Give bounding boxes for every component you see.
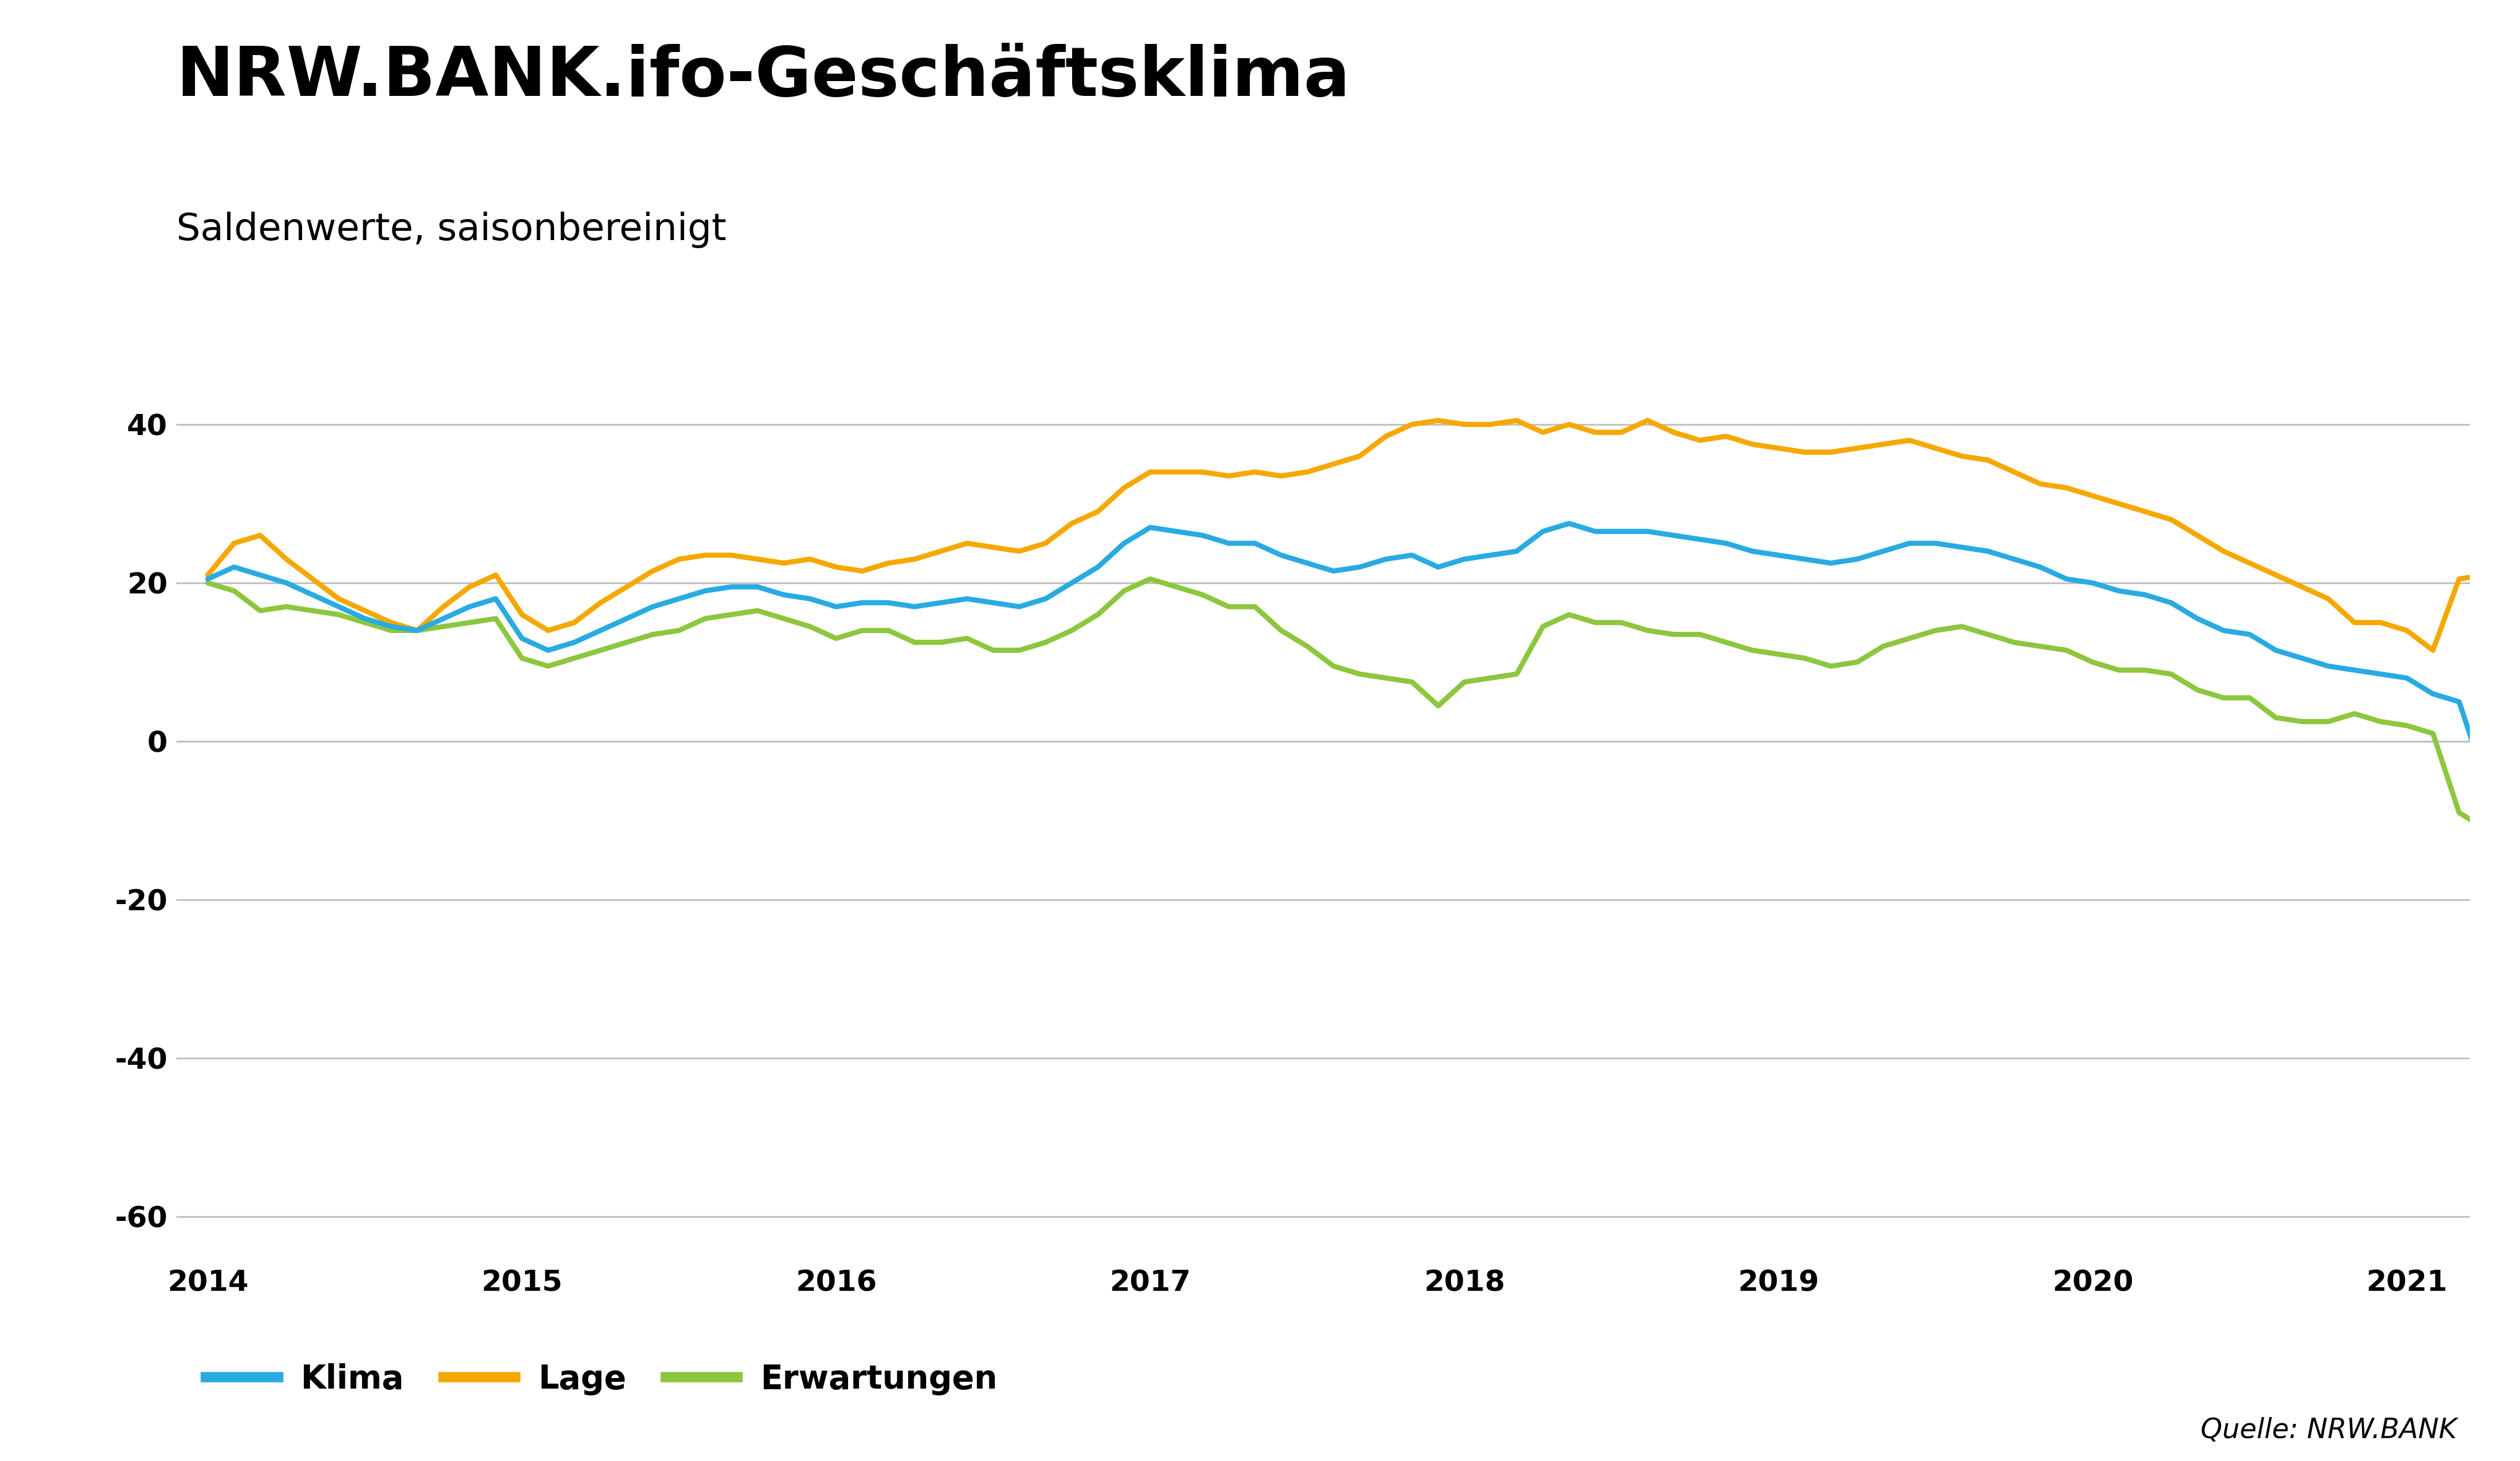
Erwartungen [1396,674,1426,691]
Erwartungen [192,574,222,592]
Legend: Klima, Lage, Erwartungen: Klima, Lage, Erwartungen [192,1350,1011,1408]
Text: Saldenwerte, saisonbereinigt: Saldenwerte, saisonbereinigt [176,212,726,248]
Text: NRW.BANK.ifo-Geschäftsklima: NRW.BANK.ifo-Geschäftsklima [176,44,1351,110]
Erwartungen [1265,622,1295,640]
Klima [219,558,249,576]
Line: Klima: Klima [207,523,2520,1083]
Erwartungen [2182,681,2213,698]
Klima [1371,551,1401,568]
Lage [1240,463,1270,481]
Lage [192,567,222,584]
Klima [559,634,590,652]
Klima [2208,622,2238,640]
Lage [219,535,249,552]
Line: Erwartungen: Erwartungen [207,579,2520,1129]
Erwartungen [219,581,249,599]
Erwartungen [559,650,590,668]
Erwartungen [1134,570,1164,587]
Klima [1555,514,1585,532]
Lage [1424,412,1454,430]
Lage [2182,526,2213,543]
Klima [2182,609,2213,627]
Text: Quelle: NRW.BANK: Quelle: NRW.BANK [2200,1417,2457,1443]
Lage [559,614,590,631]
Line: Lage: Lage [207,421,2520,972]
Lage [1371,428,1401,446]
Klima [1240,535,1270,552]
Lage [2208,542,2238,560]
Klima [192,570,222,587]
Erwartungen [2208,690,2238,707]
